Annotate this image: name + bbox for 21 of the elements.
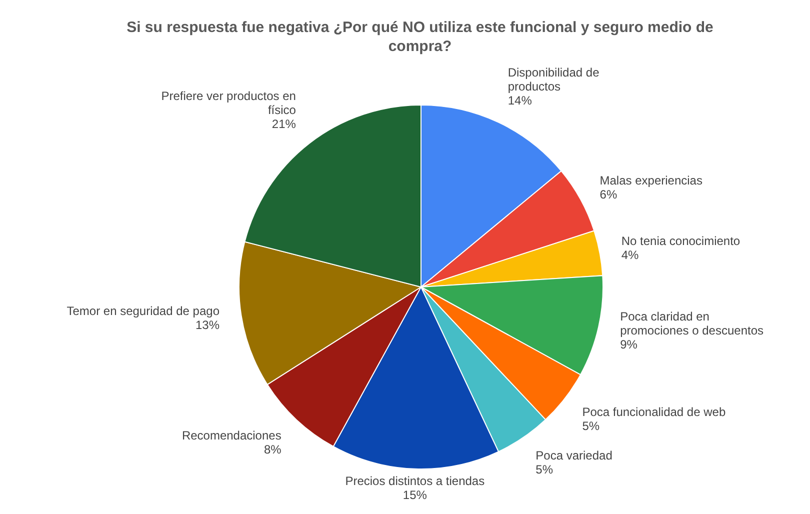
data-label: 21% <box>272 116 296 131</box>
slice-label: Malas experiencias <box>600 174 702 188</box>
slice-label: Disponibilidad de productos <box>508 65 600 94</box>
data-label: 6% <box>600 188 618 202</box>
slice-label: Temor en seguridad de pago <box>66 304 220 318</box>
slice-label: Poca claridad en promociones o descuentos <box>620 310 764 338</box>
data-label: 15% <box>402 488 428 502</box>
data-label: 8% <box>264 442 282 457</box>
data-label: 4% <box>621 248 640 262</box>
data-label: 5% <box>582 419 600 434</box>
slice-label: Precios distintos a tiendas <box>345 474 485 488</box>
slice-label: Poca variedad <box>536 448 612 463</box>
data-label: 5% <box>536 462 554 477</box>
slice-label: Poca funcionalidad de web <box>582 405 726 420</box>
slice-label: Recomendaciones <box>182 428 282 443</box>
data-label: 9% <box>620 338 638 352</box>
chart-title: Si su respuesta fue negativa ¿Por qué NO utiliza este funcional y seguro medio de compra? <box>126 18 714 56</box>
data-label: 13% <box>195 318 220 332</box>
slice-label: No tenia conocimiento <box>621 234 740 248</box>
slice-label: Prefiere ver productos en físico <box>161 88 296 117</box>
data-label: 14% <box>508 93 532 108</box>
